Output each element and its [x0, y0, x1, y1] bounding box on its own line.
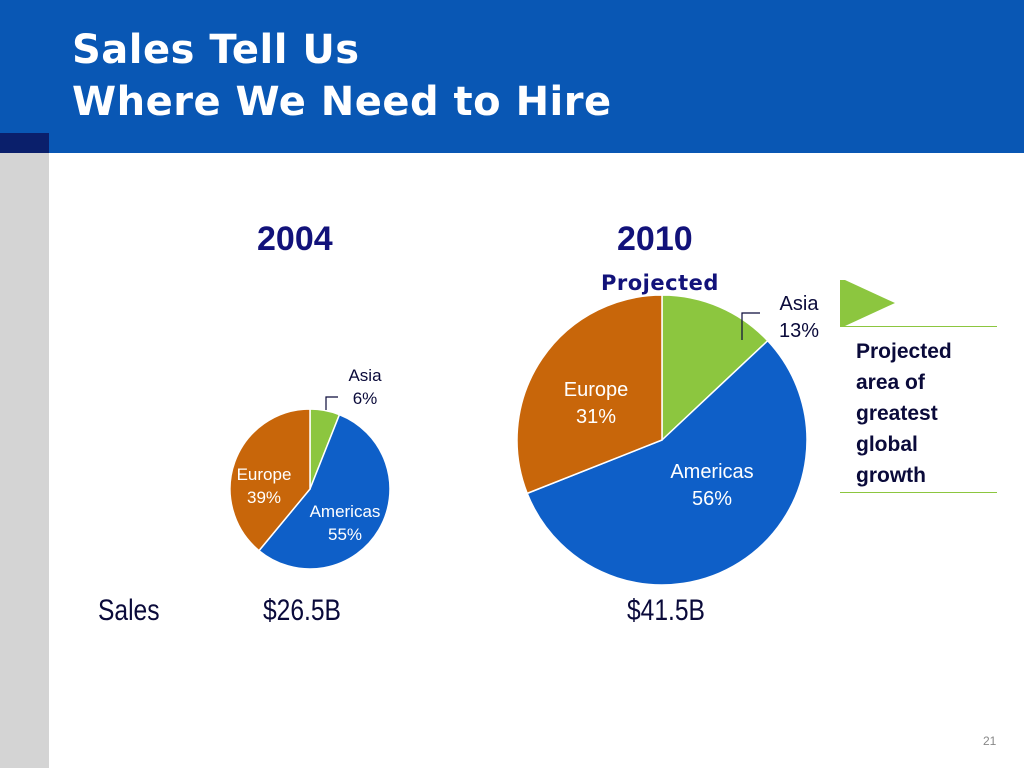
growth-callout-text: Projected area of greatest global growth	[856, 336, 996, 491]
slide-title: Sales Tell Us Where We Need to Hire	[72, 24, 612, 128]
leader-line-2010-asia	[741, 312, 760, 340]
accent-band-dark	[0, 133, 49, 153]
pie-slice-2010-americas	[526, 339, 808, 586]
slice-value-2010-americas: 56%	[692, 488, 732, 510]
title-line-2: Where We Need to Hire	[72, 79, 612, 125]
callout-line: growth	[856, 464, 926, 487]
chart-2010-title: 2010	[617, 220, 693, 258]
header-bar	[0, 0, 1024, 133]
sales-2010-value: $41.5B	[627, 594, 705, 627]
slice-value-2010-asia: 13%	[779, 320, 819, 342]
slice-label-2010-asia: Asia	[780, 293, 820, 315]
pie-slice-2010-asia	[661, 294, 769, 442]
callout-line: greatest	[856, 402, 938, 425]
accent-band-blue	[49, 133, 1024, 153]
page-number: 21	[983, 734, 997, 748]
sales-2004-value: $26.5B	[263, 594, 341, 627]
slice-label-2004-asia: Asia	[348, 366, 382, 385]
chart-2010-subtitle: Projected	[601, 271, 719, 295]
slice-label-2004-europe: Europe	[237, 465, 292, 484]
slice-label-2010-europe: Europe	[564, 379, 629, 401]
title-line-1: Sales Tell Us	[72, 27, 360, 73]
callout-line: area of	[856, 371, 925, 394]
sales-label: Sales	[98, 594, 160, 627]
pie-slice-2010-europe	[516, 294, 663, 495]
callout-line: Projected	[856, 340, 952, 363]
slice-value-2004-americas: 55%	[328, 525, 362, 544]
slice-value-2004-europe: 39%	[247, 488, 281, 507]
pie-slice-2004-europe	[229, 408, 311, 552]
slice-value-2010-europe: 31%	[576, 406, 616, 428]
left-sidebar	[0, 153, 49, 768]
slice-label-2004-americas: Americas	[310, 502, 381, 521]
growth-callout-box	[840, 326, 997, 493]
slice-label-2010-americas: Americas	[670, 461, 753, 483]
chart-2004-title: 2004	[257, 220, 333, 258]
callout-line: global	[856, 433, 918, 456]
flag-icon	[845, 280, 895, 326]
leader-line-2004-asia	[325, 396, 338, 410]
slice-value-2004-asia: 6%	[353, 389, 378, 408]
pie-slice-2004-americas	[257, 413, 391, 570]
